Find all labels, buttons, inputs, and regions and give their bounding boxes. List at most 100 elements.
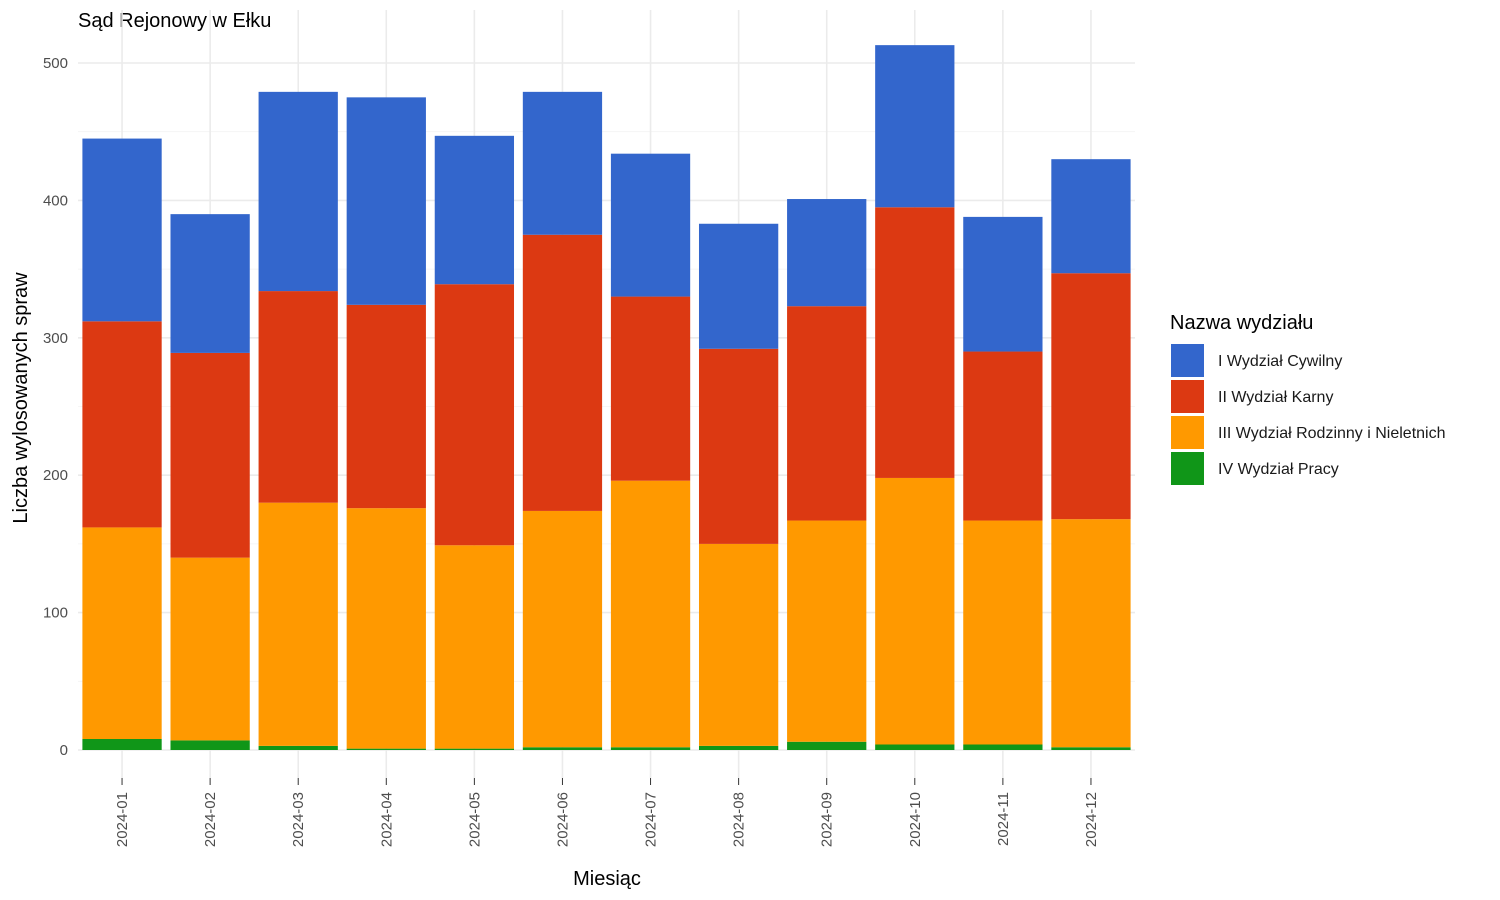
legend-swatch	[1171, 416, 1204, 449]
legend-item: II Wydział Karny	[1171, 380, 1333, 413]
bar-stack-2024-06	[522, 91, 603, 750]
legend-label: II Wydział Karny	[1218, 389, 1333, 406]
bar-segment	[963, 351, 1043, 521]
bars	[82, 45, 1131, 750]
bar-segment	[170, 352, 250, 558]
legend-swatch	[1171, 344, 1204, 377]
y-tick-label: 400	[43, 192, 68, 209]
bar-stack-2024-05	[434, 135, 515, 750]
bar-segment	[787, 199, 867, 307]
x-tick-label: 2024-12	[1083, 792, 1100, 847]
bar-segment	[1051, 747, 1131, 750]
x-tick-label: 2024-01	[114, 792, 131, 847]
bar-stack-2024-02	[170, 214, 250, 750]
bar-segment	[698, 543, 779, 746]
x-axis-title: Miesiąc	[573, 868, 641, 890]
bar-stack-2024-10	[875, 45, 955, 750]
bar-segment	[522, 91, 603, 235]
bar-segment	[698, 348, 779, 544]
x-tick-label: 2024-03	[290, 792, 307, 847]
legend-swatch	[1171, 380, 1204, 413]
bar-segment	[963, 744, 1043, 750]
x-tick-label: 2024-05	[466, 792, 483, 847]
bar-stack-2024-08	[698, 223, 779, 750]
bar-segment	[610, 747, 691, 750]
chart-title: Sąd Rejonowy w Ełku	[78, 10, 271, 32]
x-tick-label: 2024-09	[819, 792, 836, 847]
legend-item: IV Wydział Pracy	[1171, 452, 1339, 485]
bar-segment	[787, 306, 867, 521]
bar-segment	[82, 739, 162, 750]
bar-segment	[698, 223, 779, 349]
x-tick-label: 2024-10	[907, 792, 924, 847]
bar-stack-2024-09	[787, 199, 867, 750]
x-tick-label: 2024-11	[995, 792, 1012, 846]
bar-segment	[1051, 273, 1131, 520]
bar-segment	[522, 510, 603, 748]
y-tick-label: 0	[60, 742, 68, 759]
bar-segment	[1051, 519, 1131, 748]
bar-segment	[170, 557, 250, 741]
bar-segment	[170, 214, 250, 353]
bar-segment	[963, 216, 1043, 352]
bar-segment	[522, 234, 603, 511]
bar-segment	[963, 520, 1043, 745]
y-tick-label: 200	[43, 467, 68, 484]
bar-segment	[610, 153, 691, 297]
bar-segment	[346, 304, 426, 509]
bar-stack-2024-04	[346, 97, 426, 750]
bar-segment	[258, 91, 338, 292]
legend-label: III Wydział Rodzinny i Nieletnich	[1218, 425, 1446, 442]
x-tick-label: 2024-04	[378, 792, 395, 847]
bar-segment	[875, 45, 955, 208]
bar-stack-2024-01	[82, 138, 162, 750]
bar-stack-2024-03	[258, 91, 338, 750]
legend-label: IV Wydział Pracy	[1218, 461, 1339, 478]
bar-segment	[875, 744, 955, 750]
bar-segment	[346, 748, 426, 750]
bar-segment	[610, 296, 691, 481]
legend-title: Nazwa wydziału	[1170, 312, 1313, 334]
bar-segment	[82, 138, 162, 322]
y-tick-label: 500	[43, 55, 68, 72]
legend-label: I Wydział Cywilny	[1218, 353, 1342, 370]
bar-segment	[875, 207, 955, 478]
bar-stack-2024-11	[963, 216, 1043, 750]
bar-segment	[434, 135, 515, 285]
bar-stack-2024-12	[1051, 159, 1131, 750]
bar-segment	[258, 291, 338, 503]
bar-stack-2024-07	[610, 153, 691, 750]
bar-segment	[258, 745, 338, 750]
legend: Nazwa wydziału I Wydział Cywilny II Wydzi…	[1170, 312, 1446, 485]
bar-segment	[346, 508, 426, 749]
y-axis-title: Liczba wylosowanych spraw	[10, 272, 32, 524]
bar-segment	[434, 284, 515, 546]
x-tick-label: 2024-02	[202, 792, 219, 847]
bar-segment	[434, 748, 515, 750]
bar-segment	[82, 527, 162, 740]
bar-segment	[698, 745, 779, 750]
bar-segment	[787, 520, 867, 742]
bar-segment	[82, 321, 162, 528]
bar-segment	[610, 480, 691, 748]
y-tick-label: 300	[43, 330, 68, 347]
legend-items: I Wydział Cywilny II Wydział Karny III Wyd…	[1171, 344, 1446, 485]
x-tick-label: 2024-08	[731, 792, 748, 847]
legend-item: III Wydział Rodzinny i Nieletnich	[1171, 416, 1446, 449]
bar-segment	[522, 747, 603, 750]
x-tick-label: 2024-06	[554, 792, 571, 847]
x-tick-label: 2024-07	[643, 792, 660, 847]
bar-segment	[1051, 159, 1131, 274]
bar-segment	[170, 740, 250, 750]
x-axis: 2024-01 2024-02 2024-03 2024-04 2024-05 2024-…	[114, 778, 1100, 847]
legend-swatch	[1171, 452, 1204, 485]
bar-segment	[258, 502, 338, 746]
bar-segment	[787, 741, 867, 750]
bar-segment	[875, 477, 955, 745]
y-tick-label: 100	[43, 605, 68, 622]
bar-segment	[346, 97, 426, 305]
y-axis: 0 100 200 300 400 500	[43, 55, 68, 759]
legend-item: I Wydział Cywilny	[1171, 344, 1342, 377]
bar-segment	[434, 545, 515, 749]
